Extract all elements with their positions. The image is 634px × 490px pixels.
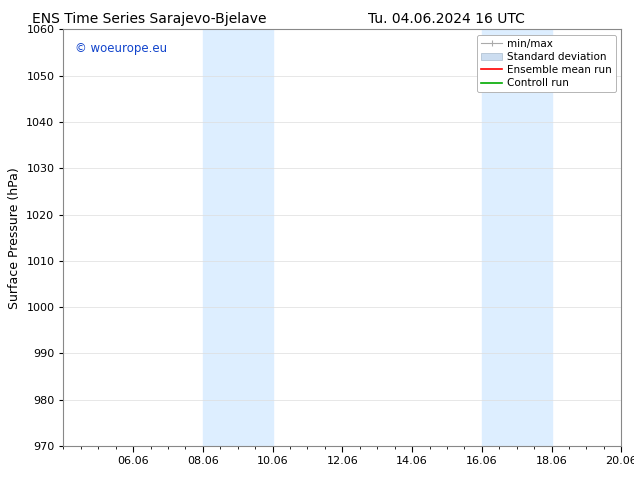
Text: Tu. 04.06.2024 16 UTC: Tu. 04.06.2024 16 UTC xyxy=(368,12,524,26)
Text: © woeurope.eu: © woeurope.eu xyxy=(75,42,167,55)
Bar xyxy=(203,29,273,446)
Bar xyxy=(482,29,552,446)
Legend: min/max, Standard deviation, Ensemble mean run, Controll run: min/max, Standard deviation, Ensemble me… xyxy=(477,35,616,92)
Text: ENS Time Series Sarajevo-Bjelave: ENS Time Series Sarajevo-Bjelave xyxy=(32,12,266,26)
Y-axis label: Surface Pressure (hPa): Surface Pressure (hPa) xyxy=(8,167,21,309)
